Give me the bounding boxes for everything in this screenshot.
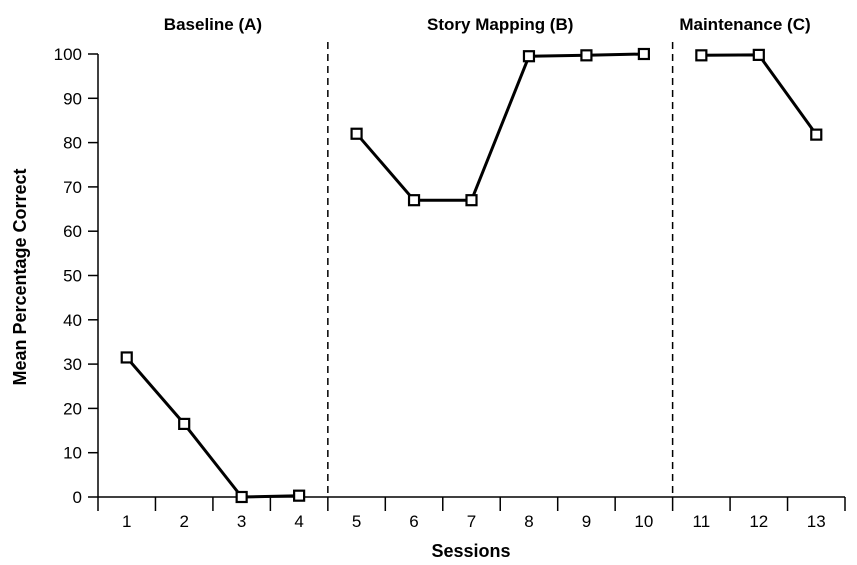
series-line [355, 52, 644, 202]
data-point [120, 351, 133, 364]
y-tick-label: 20 [63, 399, 82, 418]
phase-label: Maintenance (C) [679, 15, 810, 34]
phase-labels: Baseline (A) Story Mapping (B) Maintenance… [164, 15, 811, 34]
data-point [465, 194, 478, 207]
series-line [701, 53, 818, 136]
x-tick-label: 8 [524, 512, 533, 531]
x-tick-label: 4 [294, 512, 303, 531]
data-point [350, 127, 363, 140]
data-point [810, 128, 823, 141]
data-point [235, 490, 248, 504]
data-point [178, 417, 191, 431]
x-tick-label: 5 [352, 512, 361, 531]
y-tick-label: 10 [63, 444, 82, 463]
y-tick-label: 100 [54, 45, 82, 64]
x-tick-label: 12 [749, 512, 768, 531]
data-point [752, 48, 765, 61]
data-point [695, 49, 708, 62]
phase-change-lines [327, 42, 674, 497]
x-tick-label: 1 [122, 512, 131, 531]
x-tick-label: 11 [693, 512, 711, 531]
x-tick-label: 6 [409, 512, 418, 531]
y-tick-label: 80 [63, 134, 82, 153]
y-tick-label: 0 [73, 488, 82, 507]
y-axis-title: Mean Percentage Correct [10, 168, 30, 385]
data-point [293, 489, 306, 502]
x-tick-label: 10 [634, 512, 653, 531]
data-point [407, 194, 421, 207]
x-axis-title: Sessions [431, 541, 510, 561]
y-tick-label: 40 [63, 311, 82, 330]
series-group [120, 47, 823, 504]
data-point [637, 47, 650, 61]
y-tick-label: 50 [63, 267, 82, 286]
phase-label: Story Mapping (B) [427, 15, 573, 34]
y-tick-label: 60 [63, 222, 82, 241]
x-tick-label: 3 [237, 512, 246, 531]
phase-label: Baseline (A) [164, 15, 262, 34]
series-line [125, 356, 300, 499]
y-tick-label: 30 [63, 355, 82, 374]
y-tick-label: 70 [63, 178, 82, 197]
x-tick-label: 7 [467, 512, 476, 531]
y-tick-label: 90 [63, 89, 82, 108]
data-point [580, 49, 593, 62]
x-tick-label: 13 [807, 512, 826, 531]
data-point [522, 50, 536, 63]
x-tick-label: 9 [582, 512, 591, 531]
x-tick-label: 2 [179, 512, 188, 531]
